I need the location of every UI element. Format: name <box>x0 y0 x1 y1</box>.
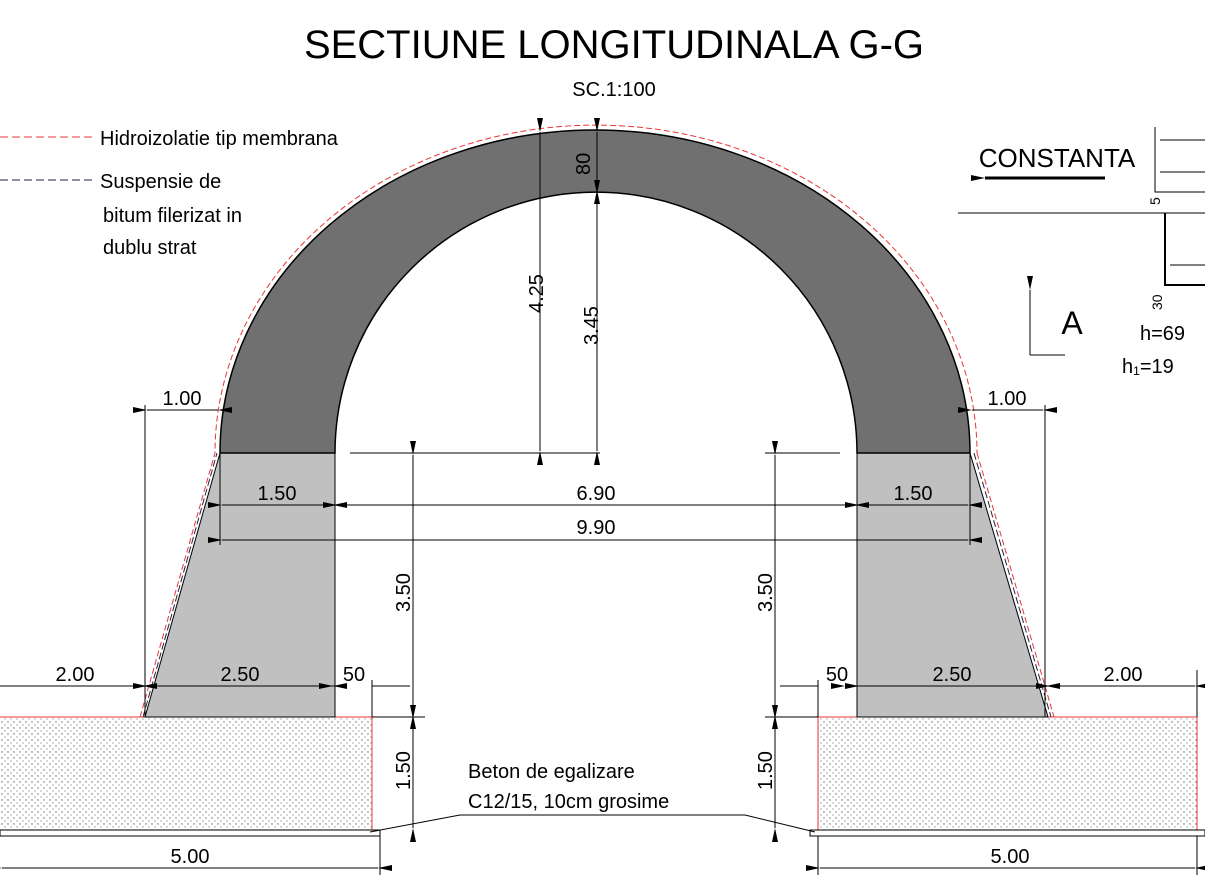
dim-text: 3.50 <box>755 573 777 612</box>
note: Beton de egalizare <box>468 761 635 783</box>
dim-text: 50 <box>826 664 848 686</box>
dim-text: 1.00 <box>163 388 202 410</box>
dim-text: 2.50 <box>221 664 260 686</box>
dim-text: 9.90 <box>577 517 616 539</box>
dim-text: 2.50 <box>933 664 972 686</box>
legend-text: Hidroizolatie tip membrana <box>100 128 339 150</box>
title: SECTIUNE LONGITUDINALA G-G <box>304 23 924 67</box>
legend-text: bitum filerizat in <box>103 205 242 227</box>
dimension-texts: 80 4.25 3.45 1.00 1.00 1.50 6.90 1.50 9.… <box>56 153 1143 868</box>
dim-text: 50 <box>343 664 365 686</box>
dim-text: 1.50 <box>894 483 933 505</box>
detail <box>958 127 1205 356</box>
legend-text: dublu strat <box>103 237 197 259</box>
legend-lines <box>0 136 95 181</box>
legend-text: Suspensie de <box>100 171 221 193</box>
dim-text: 1.50 <box>755 751 777 790</box>
dim-text: 80 <box>573 153 595 175</box>
dim-text: 2.00 <box>1104 664 1143 686</box>
detail-text: h=69 <box>1140 323 1185 345</box>
dim-text: 1.00 <box>988 388 1027 410</box>
dim-text: 1.50 <box>258 483 297 505</box>
scale: SC.1:100 <box>572 79 655 101</box>
detail-dim: 5 <box>1147 197 1163 205</box>
section-mark: A <box>1061 305 1083 341</box>
dim-text: 2.00 <box>56 664 95 686</box>
structure <box>0 124 1205 837</box>
dimension-lines <box>0 118 1205 875</box>
dim-text: 1.50 <box>393 751 415 790</box>
dim-text: 6.90 <box>577 483 616 505</box>
dim-text: 3.45 <box>581 306 603 345</box>
note: C12/15, 10cm grosime <box>468 791 669 813</box>
dim-text: 5.00 <box>991 846 1030 868</box>
dim-text: 4.25 <box>526 274 548 313</box>
detail-text: h₁=19 <box>1122 356 1174 378</box>
detail-dim: 30 <box>1149 294 1165 310</box>
direction: CONSTANTA <box>979 143 1136 173</box>
dim-text: 3.50 <box>393 573 415 612</box>
dim-text: 5.00 <box>171 846 210 868</box>
